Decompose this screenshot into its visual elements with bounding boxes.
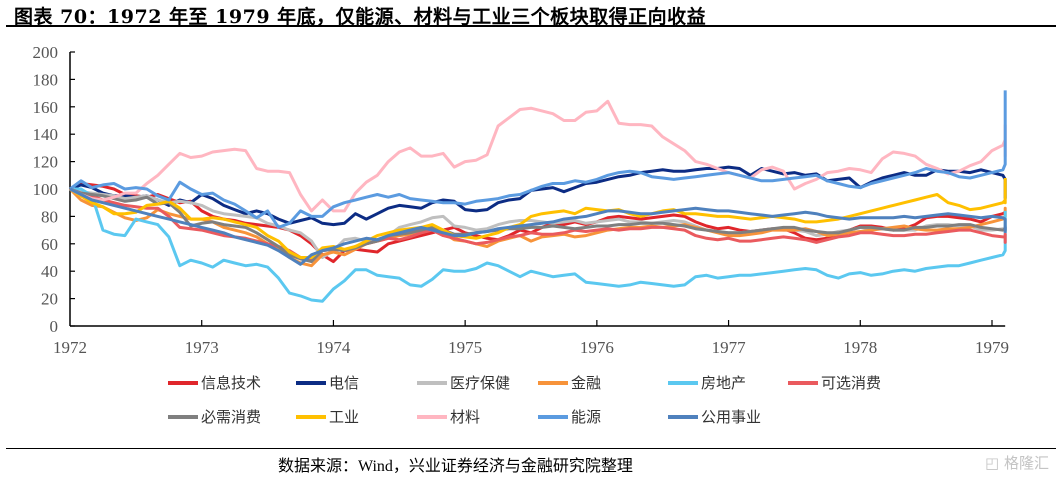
title-divider — [6, 25, 1056, 27]
y-tick-label: 80 — [41, 207, 58, 226]
legend-label: 可选消费 — [821, 374, 881, 392]
x-tick-label: 1979 — [975, 338, 1009, 357]
x-tick-label: 1977 — [712, 338, 747, 357]
series-lines — [68, 90, 1007, 303]
legend-label: 电信 — [329, 374, 359, 392]
legend-label: 必需消费 — [201, 408, 261, 426]
watermark-text: 格隆汇 — [1003, 454, 1049, 472]
legend-label: 公用事业 — [701, 408, 761, 426]
x-tick-label: 1972 — [53, 338, 87, 357]
legend-label: 房地产 — [701, 374, 746, 392]
series-line — [68, 187, 1007, 268]
y-tick-label: 200 — [33, 43, 59, 62]
axes: 0 20 40 60 80 100 120 140 160 180 200 1972 1973 1974 1… — [33, 43, 1010, 357]
x-tick-label: 1976 — [580, 338, 614, 357]
series-line — [69, 99, 1007, 213]
y-tick-label: 20 — [41, 290, 58, 309]
x-tick-label: 1973 — [185, 338, 219, 357]
y-tick-label: 140 — [33, 125, 59, 144]
figure-title: 图表 70：1972 年至 1979 年底，仅能源、材料与工业三个板块取得正向收… — [14, 6, 707, 28]
series-line — [70, 187, 1007, 303]
line-chart: 0 20 40 60 80 100 120 140 160 180 200 1972 1973 1974 1… — [0, 30, 1062, 440]
y-tick-label: 60 — [41, 235, 58, 254]
series-line — [69, 187, 1007, 264]
series-line — [69, 187, 1007, 266]
legend-label: 信息技术 — [201, 374, 261, 392]
y-tick-label: 40 — [41, 262, 58, 281]
legend-label: 工业 — [329, 408, 359, 426]
x-tick-label: 1974 — [316, 338, 351, 357]
y-tick-label: 120 — [33, 153, 59, 172]
legend-label: 医疗保健 — [450, 374, 510, 392]
source-divider — [6, 448, 1056, 449]
y-tick-label: 160 — [33, 98, 59, 117]
series-line — [69, 90, 1007, 229]
series-line — [69, 178, 1007, 259]
x-tick-label: 1975 — [448, 338, 482, 357]
legend-label: 材料 — [450, 408, 480, 426]
legend-label: 能源 — [571, 408, 601, 426]
y-tick-label: 180 — [33, 70, 59, 89]
y-tick-label: 100 — [33, 180, 59, 199]
watermark: ◰ 格隆汇 — [985, 452, 1049, 473]
x-tick-label: 1978 — [843, 338, 877, 357]
chart-canvas: 0 20 40 60 80 100 120 140 160 180 200 1972 1973 1974 1… — [33, 43, 1010, 426]
legend-label: 金融 — [571, 374, 601, 392]
y-tick-label: 0 — [50, 317, 59, 336]
glh-logo-icon: ◰ — [985, 454, 1000, 472]
source-note: 数据来源：Wind，兴业证券经济与金融研究院整理 — [278, 458, 633, 475]
